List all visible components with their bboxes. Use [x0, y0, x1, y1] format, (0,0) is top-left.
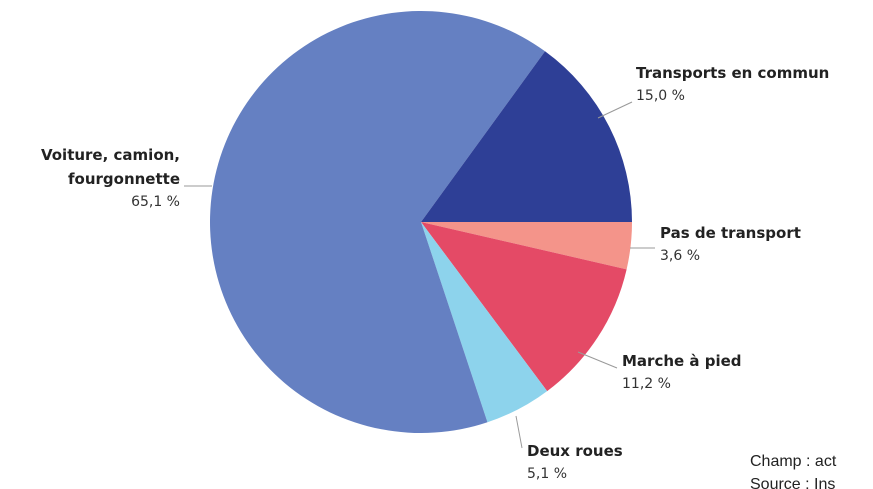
pie-slice — [421, 51, 632, 223]
leader-line — [597, 101, 633, 119]
note: Source : Ins — [750, 476, 835, 489]
value-label: 5,1 % — [527, 466, 567, 482]
pie-slice — [421, 222, 548, 423]
slice-label: Transports en commun — [636, 64, 829, 82]
value-label: 11,2 % — [622, 376, 671, 392]
slice-label: Voiture, camion, fourgonnette — [41, 146, 180, 188]
value-label: 65,1 % — [131, 194, 180, 210]
note: Champ : act — [750, 453, 837, 470]
slice-label: Marche à pied — [622, 352, 742, 370]
slice-label: Pas de transport — [660, 224, 801, 242]
slice-label: Deux roues — [527, 442, 623, 460]
pie-slice — [210, 10, 546, 433]
leader-line — [515, 415, 523, 449]
leader-line — [577, 351, 618, 369]
value-label: 3,6 % — [660, 248, 700, 264]
pie-slice — [421, 222, 627, 392]
pie-slice — [421, 222, 632, 270]
value-label: 15,0 % — [636, 88, 685, 104]
